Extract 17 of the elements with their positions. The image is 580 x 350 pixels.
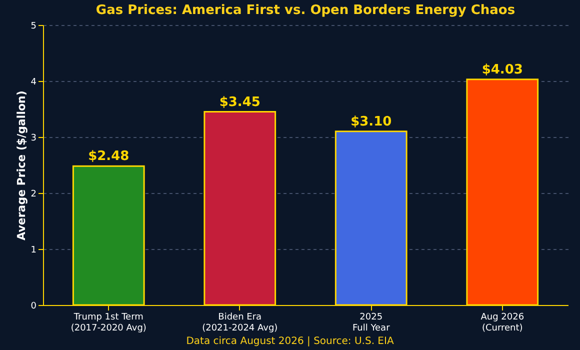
chart-title: Gas Prices: America First vs. Open Borders Energy Chaos (96, 3, 516, 18)
y-tick-label: 5 (30, 22, 36, 32)
y-tick-label: 1 (30, 246, 36, 256)
data-label: $3.10 (350, 114, 392, 130)
x-tick-label: Aug 2026 (Current) (480, 312, 524, 334)
y-axis-title: Average Price ($/gallon) (14, 90, 28, 240)
y-tick-label: 3 (30, 134, 36, 144)
y-tick-label: 4 (30, 78, 37, 88)
x-tick-label: Biden Era (2021-2024 Avg) (202, 312, 278, 334)
text: Data circa August 2026 | Source: U.S. EIA (185, 335, 395, 349)
data-label: $3.45 (219, 94, 260, 110)
x-tick-label: Trump 1st Term (2017-2020 Avg) (70, 312, 146, 334)
data-label: $4.03 (482, 62, 523, 78)
x-tick-label: 2025 Full Year (352, 312, 390, 334)
y-tick-label: 2 (30, 190, 36, 200)
y-tick-label: 0 (30, 302, 37, 312)
data-label: $2.48 (88, 149, 130, 164)
